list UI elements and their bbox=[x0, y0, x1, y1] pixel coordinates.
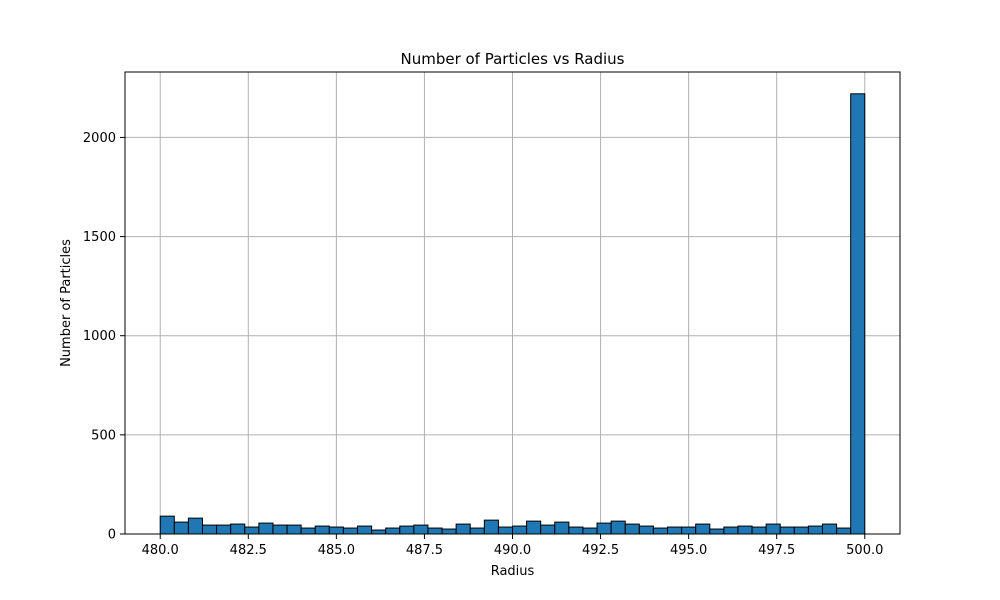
histogram-bar bbox=[822, 523, 838, 535]
x-tick-label: 495.0 bbox=[670, 543, 707, 558]
histogram-bar bbox=[737, 525, 753, 535]
histogram-bar bbox=[667, 526, 683, 535]
y-tick-label: 1500 bbox=[83, 230, 116, 245]
histogram-bar bbox=[596, 522, 612, 535]
x-axis-ticks: 480.0 482.5 485.0 487.5 490.0 492.5 495.0 497.5… bbox=[142, 534, 883, 558]
histogram-bar bbox=[681, 526, 697, 535]
histogram-bars bbox=[159, 93, 866, 535]
histogram-bar bbox=[399, 525, 415, 535]
histogram-bar bbox=[807, 525, 824, 535]
histogram-bar bbox=[413, 524, 429, 535]
histogram-bar bbox=[540, 524, 556, 535]
histogram-bar bbox=[216, 524, 232, 535]
x-tick-label: 490.0 bbox=[494, 543, 531, 558]
histogram-bar bbox=[469, 527, 485, 535]
histogram-bar bbox=[652, 527, 669, 535]
histogram-bar bbox=[187, 517, 203, 535]
x-tick-label: 492.5 bbox=[582, 543, 619, 558]
y-tick-label: 0 bbox=[108, 528, 116, 543]
histogram-bar bbox=[328, 526, 344, 535]
histogram-bar bbox=[230, 523, 246, 535]
histogram-bar bbox=[793, 526, 809, 535]
histogram-bar bbox=[554, 521, 570, 535]
y-axis-label: Number of Particles bbox=[59, 239, 74, 367]
histogram-bar bbox=[582, 527, 598, 535]
x-tick-label: 482.5 bbox=[230, 543, 267, 558]
y-tick-label: 1000 bbox=[83, 329, 116, 344]
histogram-bar bbox=[709, 528, 725, 535]
histogram-bar bbox=[497, 526, 513, 535]
x-tick-label: 497.5 bbox=[758, 543, 795, 558]
y-tick-label: 2000 bbox=[83, 131, 116, 146]
chart-title: Number of Particles vs Radius bbox=[400, 50, 624, 68]
y-axis-ticks: 0 500 1000 1500 2000 bbox=[83, 131, 125, 543]
histogram-bar bbox=[751, 526, 767, 535]
x-tick-label: 480.0 bbox=[142, 543, 179, 558]
histogram-bar bbox=[258, 522, 274, 535]
histogram-bar bbox=[300, 527, 316, 535]
histogram-bar bbox=[173, 521, 189, 535]
histogram-bar bbox=[723, 526, 739, 535]
histogram-bar bbox=[385, 527, 401, 535]
histogram-bar bbox=[836, 527, 852, 535]
x-tick-label: 485.0 bbox=[318, 543, 355, 558]
histogram-bar bbox=[314, 525, 330, 535]
histogram-bar bbox=[427, 527, 443, 535]
histogram-bar bbox=[202, 524, 218, 535]
histogram-bar bbox=[850, 93, 866, 535]
histogram-bar bbox=[624, 523, 640, 535]
grid-lines bbox=[125, 72, 900, 535]
histogram-bar bbox=[568, 526, 584, 535]
histogram-bar bbox=[244, 526, 260, 535]
histogram-bar bbox=[286, 524, 302, 535]
histogram-bar bbox=[695, 523, 711, 535]
histogram-bar bbox=[357, 525, 373, 535]
histogram-bar bbox=[272, 524, 288, 535]
y-tick-label: 500 bbox=[91, 428, 116, 443]
histogram-bar bbox=[455, 523, 471, 535]
histogram-bar bbox=[371, 529, 387, 535]
histogram-bar bbox=[512, 525, 528, 535]
x-tick-label: 500.0 bbox=[846, 543, 883, 558]
x-tick-label: 487.5 bbox=[406, 543, 443, 558]
histogram-bar bbox=[342, 527, 358, 535]
histogram-bar bbox=[441, 528, 457, 535]
histogram-bar bbox=[638, 525, 654, 535]
histogram-bar bbox=[610, 520, 626, 535]
histogram-bar bbox=[526, 520, 542, 535]
x-axis-label: Radius bbox=[491, 564, 535, 579]
histogram-bar bbox=[159, 515, 175, 535]
histogram-bar bbox=[483, 519, 499, 535]
histogram-bar bbox=[765, 523, 781, 535]
histogram-bar bbox=[779, 526, 795, 535]
